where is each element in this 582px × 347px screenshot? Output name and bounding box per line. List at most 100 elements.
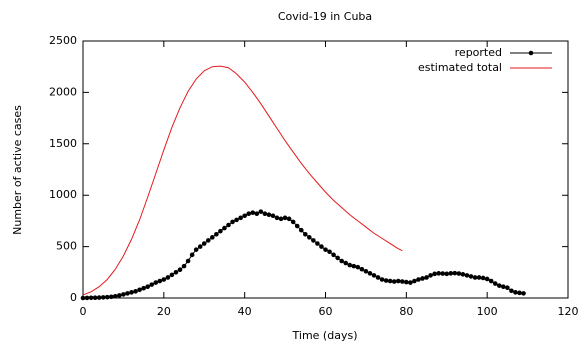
point [335,255,340,261]
point [298,227,304,233]
point [104,294,110,300]
point [92,295,98,300]
point [420,276,425,281]
point [464,273,470,278]
point [383,278,389,283]
y-tick-label: 2000 [49,85,77,98]
y-tick-label: 0 [70,291,77,304]
point [476,275,482,280]
point [169,272,175,278]
point [492,281,498,286]
point [193,247,199,252]
point [177,267,183,273]
point [242,213,247,219]
point [351,263,357,269]
point [278,216,284,222]
point [84,295,90,301]
point [125,291,130,296]
point [222,225,227,231]
point [149,282,155,287]
point [424,275,429,280]
y-tick-label: 1500 [49,137,77,150]
point [513,290,518,295]
point [294,223,300,229]
point [141,285,146,291]
point [505,285,510,291]
point [307,235,312,240]
point [266,212,272,218]
point [197,244,203,249]
point [246,211,252,217]
point [355,264,361,270]
point [315,241,320,246]
point [391,279,397,284]
point [339,258,344,264]
x-tick-label: 0 [80,305,87,318]
point [343,260,349,266]
plot-border [82,40,569,299]
point [214,231,219,237]
point [133,289,138,294]
x-axis-label: Time (days) [292,329,358,342]
point [205,238,211,243]
point [238,215,243,221]
x-tick-label: 120 [558,305,579,318]
point [230,219,235,225]
point [210,235,215,240]
point [375,275,381,280]
point [444,271,450,277]
point [484,276,490,282]
point [113,293,118,299]
x-tick-label: 80 [399,305,413,318]
point [452,270,458,276]
point [440,271,446,276]
x-tick-label: 20 [157,305,171,318]
point [412,278,417,284]
y-tick-label: 1000 [49,188,77,201]
point [456,271,462,276]
point [88,295,94,301]
x-tick-label: 60 [319,305,333,318]
point [323,247,328,252]
point [234,217,239,223]
point [509,288,514,294]
point [428,273,433,278]
point [472,275,478,280]
point [100,295,106,300]
point [379,277,385,282]
point [501,284,506,289]
point [96,295,102,300]
series-line [82,65,403,296]
point [108,294,114,300]
point [436,271,441,276]
point [432,271,437,277]
point [448,271,454,276]
point [371,273,377,278]
point [189,252,195,258]
point [367,271,373,276]
point [363,268,369,274]
point [416,277,421,282]
point [218,228,223,234]
point [331,252,336,258]
point [302,231,308,237]
y-tick-label: 500 [56,240,77,253]
point [488,278,494,284]
legend-label: estimated total [418,61,502,74]
y-axis-label: Number of active cases [11,105,24,235]
point [157,278,163,284]
point [359,266,365,272]
point [226,222,231,228]
legend-marker [528,50,534,56]
point [121,292,126,297]
point [460,272,466,277]
point [181,263,187,269]
point [282,215,288,221]
point [137,287,142,293]
point [521,291,526,296]
point [408,280,413,285]
point [468,274,474,279]
point [480,275,486,281]
point [254,211,260,217]
